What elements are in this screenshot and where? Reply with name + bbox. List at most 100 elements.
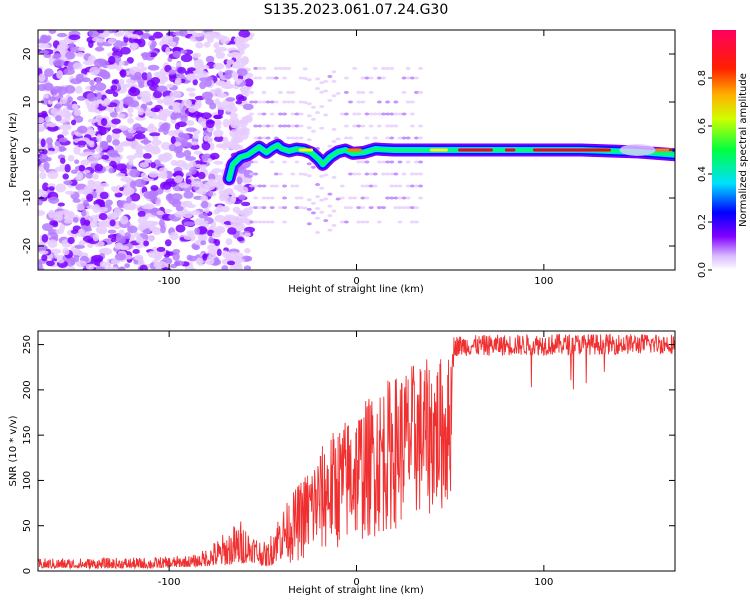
spectrogram-band-dot [397,136,403,140]
spectrogram-band-dot [413,160,419,164]
spectrogram-speckle [158,219,165,228]
snr-ytick-label: 150 [22,426,33,445]
snr-ticks: -100 0 100 0 50 100 150 200 250 [22,331,675,588]
spectrogram-band-dot [418,124,424,128]
spectrogram-speckle [181,99,193,107]
spectrogram-speckle [105,199,113,206]
spectrogram-band-dot [360,206,366,210]
spectrogram-speckle [143,240,150,247]
spectrogram-band-dot [335,137,341,141]
spectrogram-band-dot [339,196,345,200]
spectrogram-speckle [65,51,75,60]
spectrogram-speckle [238,30,251,38]
spectrogram-band-dot [277,112,283,116]
spectrogram-speckle [147,64,160,71]
spectrogram-band-dot [282,76,288,80]
spectrogram-speckle [215,51,226,60]
spectrogram-band-dot [397,184,403,188]
spectrogram-speckle [86,92,96,102]
spectrogram-speckle [145,111,155,116]
spectrogram-xtick-label: 0 [353,276,359,287]
spectrogram-band-dot [327,192,333,196]
spectrogram-band-dot [253,220,259,224]
spectrogram-speckle [53,52,62,59]
spectrogram-band-dot [331,79,337,83]
spectrogram-speckle [144,158,151,164]
spectrogram-speckle [39,172,47,180]
spectrogram-band-dot [253,124,259,128]
spectrogram-band-dot [315,111,321,115]
spectrogram-speckle [245,255,253,262]
spectrogram-speckle [243,169,254,179]
spectrogram-speckle [125,132,134,139]
spectrogram-band-dot [294,112,300,116]
spectrogram-speckle [225,83,235,89]
spectrogram-speckle [169,90,182,99]
spectrogram-band-dot [298,206,304,210]
spectrogram-speckle [113,79,120,85]
spectrogram-speckle [94,82,107,91]
spectrogram-speckle [173,260,185,266]
spectrogram-band-dot [376,112,382,116]
spectrogram-speckle [161,122,171,132]
spectrogram-speckle [188,255,197,262]
spectrogram-band-dot [393,184,399,188]
colorbar-tick-label: 0.2 [697,214,708,230]
spectrogram-band-dot [389,66,395,70]
colorbar-gradient [712,30,736,270]
spectrogram-band-dot [261,196,267,200]
spectrogram-speckle [111,128,122,134]
spectrogram-band-dot [348,100,354,104]
spectrogram-band-dot [331,70,337,74]
spectrogram-speckle [38,124,45,131]
spectrogram-speckle [129,192,141,202]
spectrogram-speckle [141,204,151,210]
spectrogram-speckle [72,216,79,223]
spectrogram-speckle [208,236,214,244]
spectrogram-speckle [97,221,104,227]
spectrogram-speckle [74,85,83,94]
spectrogram-speckle [54,140,61,147]
spectrogram-band-dot [261,220,267,224]
spectrogram-band-dot [286,124,292,128]
spectrogram-band-dot [418,196,424,200]
snr-xtick-label: 100 [534,577,553,588]
spectrogram-band-dot [364,76,370,80]
spectrogram-speckle [92,173,99,180]
spectrogram-speckle [189,160,197,168]
spectrogram-speckle [77,140,87,146]
spectrogram-band-dot [385,136,391,140]
spectrogram-speckle [239,86,251,93]
spectrogram-band-dot [352,124,358,128]
spectrogram-speckle [175,151,185,159]
colorbar-tick-label: 0.0 [697,262,708,278]
spectrogram-band-dot [413,220,419,224]
spectrogram-speckle [213,114,223,120]
spectrogram-speckle [212,129,224,138]
spectrogram-band-dot [265,196,271,200]
spectrogram-band-dot [418,160,424,164]
spectrogram-band-dot [306,114,312,118]
spectrogram-band-dot [249,100,255,104]
spectrogram-band-dot [290,136,296,140]
spectrogram-band-dot [290,112,296,116]
spectrogram-speckle [194,218,205,226]
spectrogram-band-dot [364,172,370,176]
spectrogram-speckle [231,51,240,56]
spectrogram-band-dot [290,124,296,128]
spectrogram-speckle [55,115,62,122]
spectrogram-speckle [207,244,219,252]
spectrogram-speckle [95,77,102,84]
spectrogram-speckle [192,78,198,86]
spectrogram-speckle [84,219,91,226]
spectrogram-band-dot [385,160,391,164]
spectrogram-band-dot [282,100,288,104]
spectrogram-speckle [220,36,230,45]
spectrogram-band-dot [376,206,382,210]
spectrogram-speckle [185,127,197,132]
spectrogram-speckle [120,168,128,174]
spectrogram-speckle [95,225,108,234]
spectrogram-speckle [127,117,134,124]
